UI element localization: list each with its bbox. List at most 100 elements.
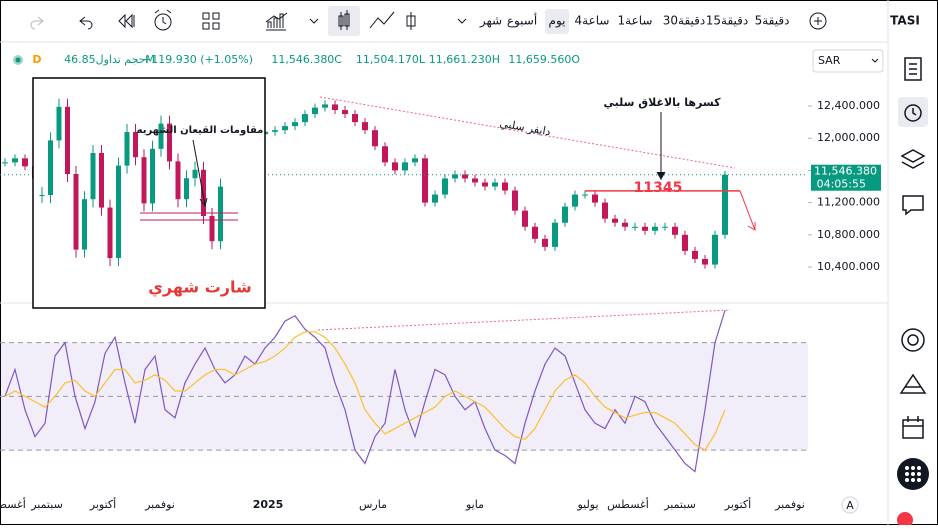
add-icon <box>814 17 822 25</box>
candle <box>422 158 428 203</box>
interval-dropdown[interactable] <box>457 18 467 24</box>
calendar[interactable] <box>902 416 924 439</box>
candle <box>652 226 658 231</box>
undo[interactable] <box>79 16 93 30</box>
inset-candle <box>167 123 172 162</box>
redo[interactable] <box>30 16 44 30</box>
inset-candle <box>56 106 62 141</box>
time-label: أغسطس <box>607 497 649 511</box>
candle-style[interactable] <box>338 10 350 30</box>
time-label: نوفمبر <box>144 498 175 511</box>
candle <box>442 178 448 195</box>
alert-hands <box>154 9 172 25</box>
legend-volume: حجم تداول46.85M <box>64 53 155 66</box>
candle <box>292 122 298 127</box>
inset-title: مقاومات القيعان الشهريه <box>137 125 264 136</box>
chat[interactable] <box>902 195 924 216</box>
alert[interactable] <box>154 13 172 31</box>
layouts[interactable] <box>202 12 220 30</box>
alerts-hands <box>912 108 917 116</box>
candle <box>682 234 688 251</box>
candle <box>522 210 528 227</box>
candle <box>282 126 288 131</box>
break-note: كسرها بالاغلاق سلبي <box>604 96 722 109</box>
layers[interactable] <box>900 149 926 169</box>
inset-candle <box>107 207 113 258</box>
time-label: نوفمبر <box>774 498 805 511</box>
chart-icons <box>30 6 416 36</box>
replay[interactable] <box>118 13 135 29</box>
rsi-line <box>4 310 726 473</box>
style-dropdown[interactable] <box>309 18 319 24</box>
interval[interactable]: 15دقيقة <box>706 14 749 28</box>
price-tick-label: 11,200.000 <box>817 196 880 209</box>
time-label: سبتمبر <box>30 498 63 511</box>
apps-dots <box>905 466 921 482</box>
interval[interactable]: أسبوع <box>507 13 537 29</box>
inset-candle <box>133 132 138 158</box>
add-symbol[interactable] <box>809 12 827 30</box>
candle <box>402 162 408 171</box>
active-style <box>328 6 360 36</box>
candle <box>412 158 418 163</box>
inset-candle <box>124 132 130 166</box>
alerts-panel[interactable] <box>904 104 922 122</box>
candle <box>492 182 498 187</box>
candle <box>632 226 638 228</box>
interval[interactable]: 30دقيقة <box>663 14 706 28</box>
inset-caption: شارت شهري <box>148 278 252 298</box>
legend-low: 11,504.170L <box>356 53 426 66</box>
inset-arrow <box>192 139 208 208</box>
candle <box>372 130 378 147</box>
line-style[interactable] <box>369 11 395 29</box>
candle <box>12 158 18 163</box>
inset-box <box>32 77 266 309</box>
level-arrow <box>739 190 756 231</box>
candle <box>432 194 438 203</box>
target-inner <box>907 334 919 346</box>
time-label: سبتمبر <box>663 498 696 511</box>
candle <box>382 146 388 163</box>
candle <box>722 174 728 235</box>
candle <box>622 222 628 227</box>
inset-candle <box>39 195 45 196</box>
interval[interactable]: يوم <box>549 14 566 29</box>
inset-candle <box>150 148 155 204</box>
legend-interval: D <box>32 53 41 66</box>
inset-candle <box>48 140 53 195</box>
candle <box>582 194 588 196</box>
notification[interactable] <box>897 512 913 528</box>
time-label: مايو <box>465 498 484 511</box>
inset-candle <box>192 169 198 179</box>
target[interactable] <box>901 328 925 352</box>
bar-style[interactable] <box>406 12 416 30</box>
candle <box>592 194 598 203</box>
last-price: 11,546.380 <box>814 165 877 178</box>
ideas[interactable] <box>899 373 927 394</box>
time-label: 2025 <box>253 498 284 511</box>
candle <box>342 110 348 115</box>
legend-high: 11,661.230H <box>429 53 500 66</box>
candle <box>462 174 468 179</box>
candle <box>332 104 338 111</box>
interval[interactable]: شهر <box>479 14 502 29</box>
interval[interactable]: 1ساعة <box>618 14 653 28</box>
scale-mode-button[interactable] <box>841 496 859 514</box>
candle <box>642 226 648 231</box>
candle <box>572 194 578 207</box>
interval[interactable]: 4ساعة <box>575 14 610 28</box>
candle <box>602 202 608 219</box>
indicators[interactable] <box>265 12 288 31</box>
candle <box>672 226 678 235</box>
symbol[interactable]: TASI <box>890 14 920 28</box>
candle <box>392 162 398 171</box>
currency-select[interactable] <box>812 49 884 73</box>
sidebar <box>898 57 928 439</box>
interval[interactable]: 5دقيقة <box>755 14 790 28</box>
watchlist[interactable] <box>904 57 922 81</box>
candle <box>692 250 698 259</box>
price-tick-label: 10,400.000 <box>817 260 880 273</box>
inset-candle <box>73 174 79 250</box>
currency-chevron <box>871 58 879 63</box>
